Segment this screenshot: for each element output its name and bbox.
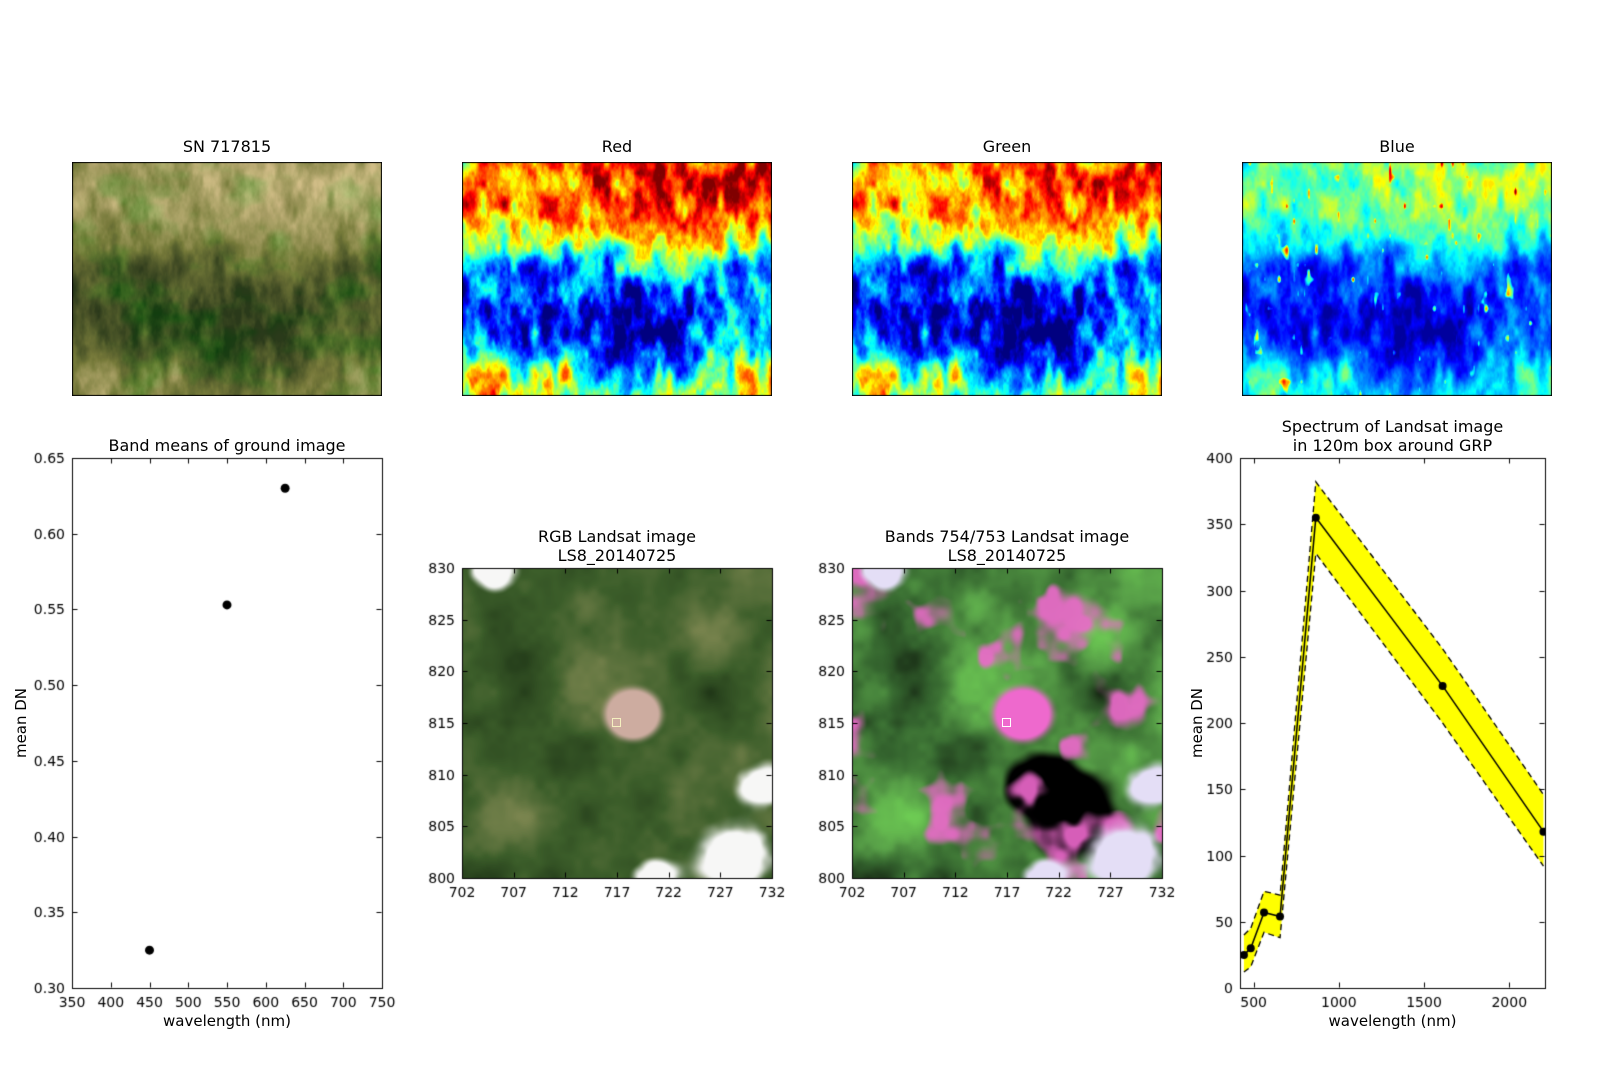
rgb-landsat-title-line1: RGB Landsat image [538, 527, 696, 546]
green-band-title: Green [982, 137, 1032, 156]
false-color-title-line1: Bands 754/753 Landsat image [884, 527, 1130, 546]
grp-marker [1002, 718, 1011, 727]
spectrum-plot [1180, 445, 1600, 1040]
band-means-ylabel: mean DN [12, 687, 30, 759]
spectrum-xlabel: wavelength (nm) [1328, 1012, 1457, 1030]
spectrum-ylabel: mean DN [1188, 687, 1206, 759]
ground-photo-image [72, 162, 382, 396]
grp-marker [612, 718, 621, 727]
ground-photo-title: SN 717815 [182, 137, 272, 156]
red-band-title: Red [601, 137, 633, 156]
green-band-heatmap [852, 162, 1162, 396]
blue-band-title: Blue [1379, 137, 1415, 156]
band-means-xlabel: wavelength (nm) [163, 1012, 291, 1030]
false-color-plot [792, 555, 1177, 915]
blue-band-heatmap [1242, 162, 1552, 396]
rgb-landsat-plot [402, 555, 787, 915]
spectrum-title-line1: Spectrum of Landsat image [1281, 417, 1504, 436]
red-band-heatmap [462, 162, 772, 396]
band-means-plot [12, 445, 397, 1040]
